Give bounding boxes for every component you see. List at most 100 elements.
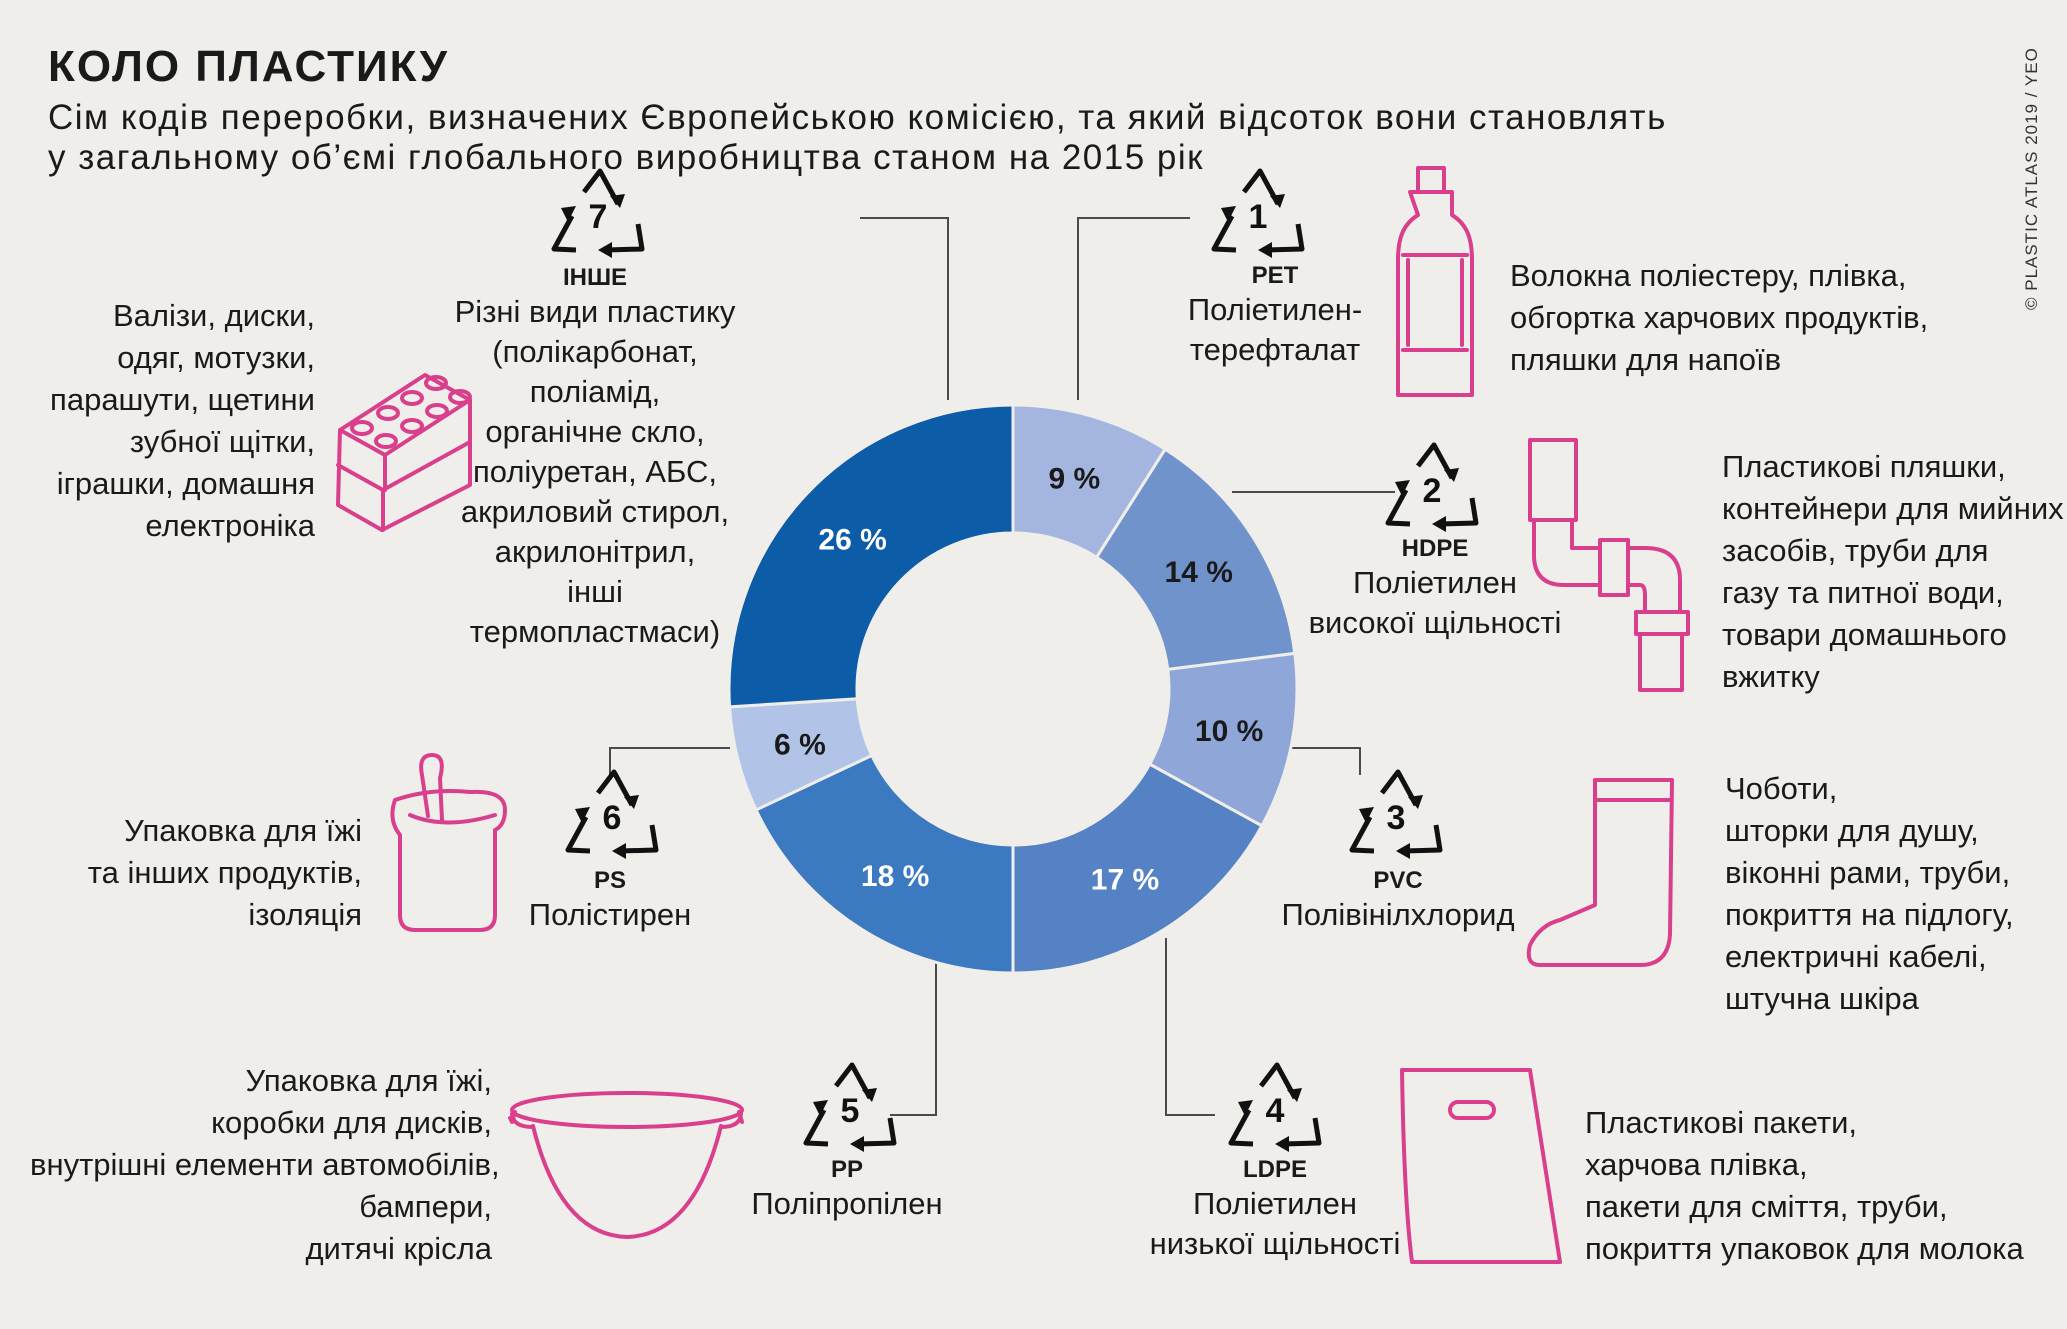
slice-label-2: 14 % — [1165, 556, 1233, 589]
plastic-4-use: харчова плівка, — [1585, 1147, 1808, 1182]
connector-7 — [860, 217, 949, 400]
slice-label-4: 17 % — [1091, 863, 1159, 896]
recycle-badge-1: 1 — [1214, 171, 1302, 258]
plastic-4-uses: Пластикові пакети, харчова плівка, пакет… — [1585, 1102, 2024, 1270]
recycle-badge-6: 6 — [568, 772, 656, 859]
plastic-2-use: контейнери для мийних — [1722, 491, 2064, 526]
plastic-2-name-line-2: високої щільності — [1308, 605, 1562, 640]
recycle-number-6: 6 — [603, 799, 622, 837]
plastic-6-name-line-1: Полістирен — [528, 897, 692, 932]
donut-slice-5 — [754, 753, 1015, 975]
plastic-6-code: PS — [593, 867, 626, 894]
plastic-1-name-line-2: терефталат — [1189, 332, 1361, 367]
plastic-4-code: LDPE — [1242, 1156, 1307, 1183]
plastic-1-code: PET — [1251, 262, 1299, 289]
plastic-1-use: Волокна поліестеру, плівка, — [1510, 258, 1907, 293]
plastic-3-use: штучна шкіра — [1725, 981, 1919, 1016]
plastic-5-use: коробки для дисків, — [211, 1105, 492, 1140]
plastic-5-uses: Упаковка для їжі, коробки для дисків, вн… — [30, 1060, 500, 1270]
connector-lines — [609, 217, 1395, 1116]
plastic-5-use: дитячі крісла — [305, 1231, 492, 1266]
page-title: КОЛО ПЛАСТИКУ — [48, 42, 449, 91]
plastic-7-use: одяг, мотузки, — [117, 340, 315, 375]
plastic-7-name-line-7: інші термопластмаси) — [469, 574, 721, 649]
recycle-number-5: 5 — [841, 1092, 860, 1130]
pipe-icon — [1528, 438, 1690, 692]
plastic-7-use: парашути, щетини — [50, 382, 315, 417]
plastic-2-code: HDPE — [1401, 535, 1469, 562]
connector-3 — [1290, 747, 1361, 775]
plastic-4-use: Пластикові пакети, — [1585, 1105, 1858, 1140]
plastic-7-use: Валізи, диски, — [112, 298, 315, 333]
plastic-2-use: Пластикові пляшки, — [1722, 449, 2006, 484]
plastic-1-name-line-1: Поліетилен- — [1187, 292, 1363, 327]
plastic-4-label: LDPE Поліетилен низької щільності — [1130, 1156, 1420, 1264]
plastic-7-label: ІНШЕ Різні види пластику (полікарбонат, … — [440, 264, 750, 652]
plastic-7-name-line-1: Різні види пластику — [454, 294, 736, 329]
slice-label-7: 26 % — [818, 523, 886, 556]
plastic-2-use: вжитку — [1722, 659, 1820, 694]
donut-chart: 9 % 14 % 10 % 17 % 18 % 6 % 26 % — [727, 403, 1299, 975]
connector-4 — [1165, 938, 1215, 1116]
connector-6 — [609, 747, 730, 775]
plastic-5-label: PP Поліпропілен — [727, 1156, 967, 1224]
plastic-1-uses: Волокна поліестеру, плівка, обгортка хар… — [1510, 255, 1928, 381]
plastic-7-name-line-2: (полікарбонат, поліамід, — [492, 334, 698, 409]
recycle-number-2: 2 — [1423, 472, 1442, 510]
slice-label-6: 6 % — [774, 729, 826, 762]
plastic-3-use: віконні рами, труби, — [1725, 855, 2011, 890]
plastic-7-name-line-4: поліуретан, АБС, — [472, 454, 718, 489]
slice-label-1: 9 % — [1049, 463, 1101, 496]
plastic-3-uses: Чоботи, шторки для душу, віконні рами, т… — [1725, 768, 2014, 1020]
plastic-1-use: пляшки для напоїв — [1510, 342, 1782, 377]
recycle-badge-4: 4 — [1231, 1065, 1319, 1152]
recycle-number-7: 7 — [589, 198, 608, 236]
plastic-4-use: покриття упаковок для молока — [1585, 1231, 2024, 1266]
recycle-number-4: 4 — [1266, 1092, 1285, 1130]
plastic-2-name-line-1: Поліетилен — [1353, 565, 1517, 600]
donut-slice-4 — [1011, 762, 1264, 975]
plastic-4-name-line-1: Поліетилен — [1193, 1186, 1357, 1221]
recycle-number-1: 1 — [1249, 198, 1268, 236]
recycle-badge-3: 3 — [1352, 772, 1440, 859]
plastic-7-name-line-3: органічне скло, — [485, 414, 705, 449]
recycle-badges: 1 2 3 4 5 6 7 — [554, 171, 1476, 1152]
bottle-icon — [1396, 166, 1474, 397]
bag-icon — [1400, 1068, 1562, 1264]
yogurt-cup-icon — [390, 753, 507, 932]
plastic-4-name-line-2: низької щільності — [1149, 1226, 1401, 1261]
plastic-5-name-line-1: Поліпропілен — [751, 1186, 943, 1221]
plastic-7-use: електроніка — [145, 508, 315, 543]
plastic-3-label: PVC Полівінілхлорид — [1258, 867, 1538, 935]
recycle-badge-7: 7 — [554, 171, 642, 258]
recycle-badge-2: 2 — [1388, 445, 1476, 532]
plastic-5-code: PP — [830, 1156, 863, 1183]
plastic-2-label: HDPE Поліетилен високої щільності — [1290, 535, 1580, 643]
plastic-7-use: іграшки, домашня — [56, 466, 315, 501]
plastic-3-use: Чоботи, — [1725, 771, 1838, 806]
recycle-badge-5: 5 — [806, 1065, 894, 1152]
plastic-7-uses: Валізи, диски, одяг, мотузки, парашути, … — [40, 295, 315, 547]
plastic-2-use: товари домашнього — [1722, 617, 2007, 652]
plastic-7-use: зубної щітки, — [129, 424, 315, 459]
plastic-6-uses: Упаковка для їжі та інших продуктів, ізо… — [50, 810, 362, 936]
plastic-6-use: ізоляція — [248, 897, 362, 932]
plastic-7-code: ІНШЕ — [562, 264, 628, 291]
toy-brick-icon — [336, 373, 472, 532]
plastic-3-use: електричні кабелі, — [1725, 939, 1987, 974]
plastic-2-use: газу та питної води, — [1722, 575, 2004, 610]
plastic-6-use: Упаковка для їжі — [124, 813, 362, 848]
subtitle-line-2: у загальному об’ємі глобального виробниц… — [48, 138, 1204, 177]
connector-1 — [1077, 217, 1190, 400]
header: КОЛО ПЛАСТИКУ Сім кодів переробки, визна… — [48, 42, 1667, 178]
plastic-7-name-line-5: акриловий стирол, — [460, 494, 730, 529]
boot-icon — [1526, 778, 1674, 967]
plastic-6-use: та інших продуктів, — [87, 855, 362, 890]
plastic-5-use: внутрішні елементи автомобілів, — [30, 1147, 500, 1182]
recycle-number-3: 3 — [1387, 799, 1406, 837]
plastic-1-use: обгортка харчових продуктів, — [1510, 300, 1929, 335]
plastic-3-code: PVC — [1373, 867, 1423, 894]
slice-label-5: 18 % — [861, 860, 929, 893]
plastic-3-use: покриття на підлогу, — [1725, 897, 2014, 932]
